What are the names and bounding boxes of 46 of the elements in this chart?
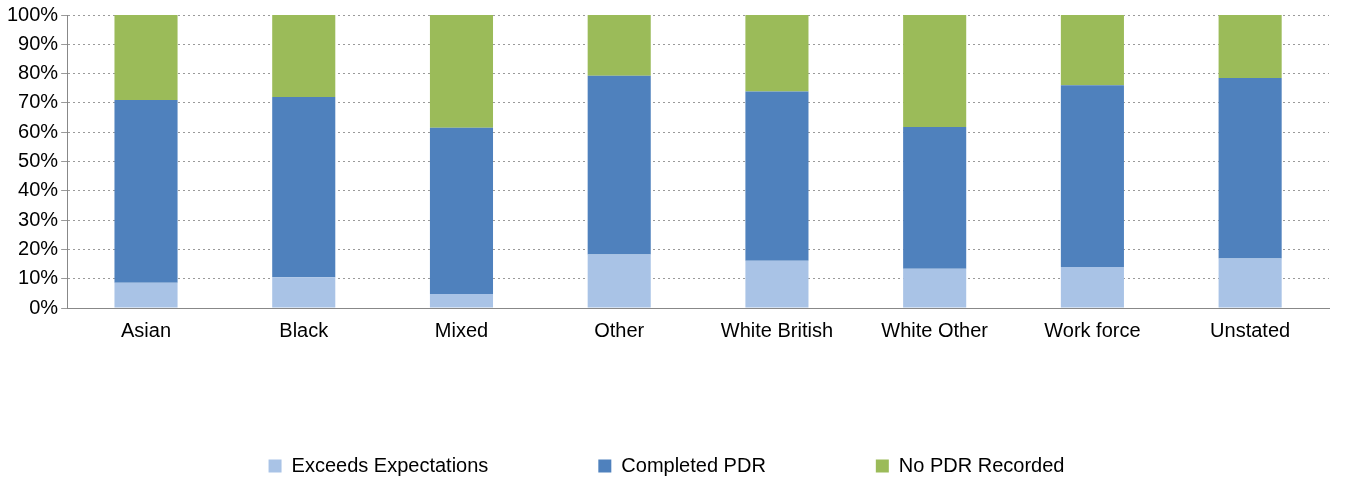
y-tick-label: 80% (18, 61, 59, 84)
bar (1060, 266, 1124, 308)
bar (1218, 15, 1282, 78)
bar (903, 126, 967, 269)
bar (1218, 258, 1282, 308)
x-tick-label: Work force (1044, 318, 1141, 341)
y-tick-label: 100% (7, 2, 59, 25)
bar (272, 277, 336, 308)
y-tick-label: 70% (18, 90, 59, 113)
x-tick-label: Asian (121, 318, 172, 341)
bar (429, 15, 494, 128)
bar (1218, 78, 1282, 259)
legend-label: No PDR Recorded (898, 453, 1065, 476)
bar (745, 260, 809, 308)
bar (587, 75, 651, 255)
bar (114, 99, 178, 283)
x-tick-label: White British (720, 318, 834, 341)
legend-label: Completed PDR (621, 453, 766, 476)
bar (429, 293, 494, 308)
x-tick-label: Mixed (434, 318, 489, 341)
bar (272, 15, 336, 98)
bar (587, 254, 651, 308)
bar (429, 127, 494, 294)
bar (587, 15, 651, 76)
bar (114, 282, 178, 308)
y-tick-label: 10% (18, 266, 59, 289)
legend-label: Exceeds Expectations (291, 453, 489, 476)
y-tick-label: 90% (18, 31, 59, 54)
y-tick-label: 40% (18, 178, 59, 201)
y-tick-label: 0% (29, 295, 59, 318)
bar (1060, 15, 1124, 86)
x-tick-label: Other (594, 318, 645, 341)
bar (1060, 85, 1124, 267)
x-tick-label: Black (279, 318, 330, 341)
y-tick-label: 20% (18, 236, 59, 259)
y-tick-label: 60% (18, 119, 59, 142)
bar (272, 97, 336, 278)
bar (745, 15, 809, 92)
bar (745, 91, 809, 261)
bar (903, 268, 967, 308)
bar (903, 15, 967, 127)
x-tick-label: Unstated (1210, 318, 1291, 341)
y-tick-label: 30% (18, 207, 59, 230)
y-tick-label: 50% (18, 149, 59, 172)
bar (114, 15, 178, 100)
x-tick-label: White Other (881, 318, 989, 341)
